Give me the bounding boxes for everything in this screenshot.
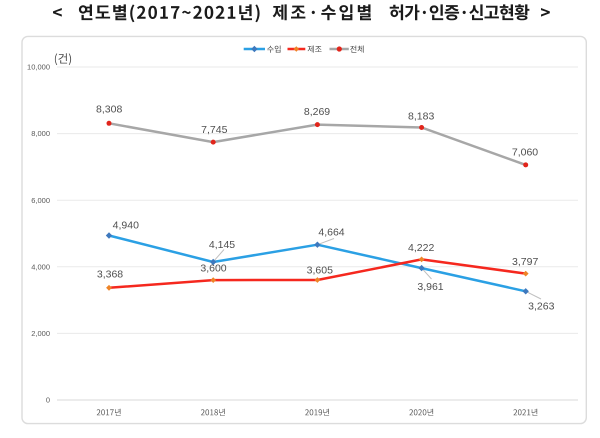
svg-text:7,060: 7,060 (512, 147, 538, 159)
svg-text:4,664: 4,664 (318, 226, 344, 238)
svg-text:4,145: 4,145 (209, 239, 235, 251)
svg-text:3,263: 3,263 (528, 301, 554, 313)
svg-text:4,940: 4,940 (113, 219, 139, 231)
svg-text:0: 0 (46, 396, 50, 405)
svg-text:7,745: 7,745 (201, 124, 227, 136)
svg-text:6,000: 6,000 (31, 196, 50, 205)
svg-text:3,600: 3,600 (200, 263, 226, 275)
svg-text:2,000: 2,000 (31, 329, 50, 338)
svg-text:8,308: 8,308 (96, 104, 122, 116)
svg-text:3,605: 3,605 (307, 264, 333, 276)
svg-text:8,000: 8,000 (31, 129, 50, 138)
svg-text:10,000: 10,000 (27, 63, 50, 72)
svg-text:4,222: 4,222 (408, 242, 434, 254)
svg-text:8,183: 8,183 (408, 110, 434, 122)
svg-text:3,961: 3,961 (417, 281, 443, 293)
svg-text:3,368: 3,368 (97, 269, 123, 281)
svg-text:3,797: 3,797 (512, 256, 538, 268)
svg-text:8,269: 8,269 (304, 106, 330, 118)
svg-text:4,000: 4,000 (31, 262, 50, 271)
